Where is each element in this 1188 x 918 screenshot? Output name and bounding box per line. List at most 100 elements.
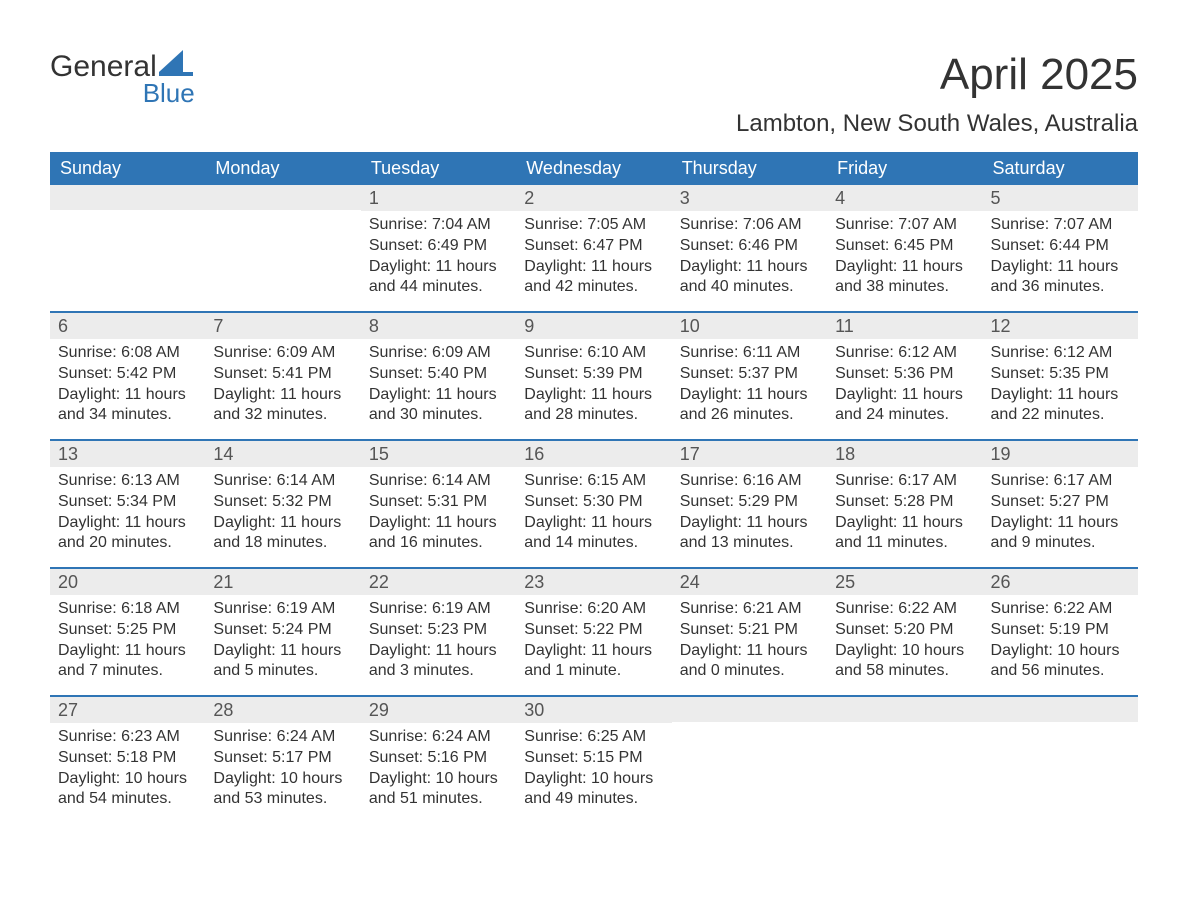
day-number: 15 [361,441,516,467]
day-line: Sunrise: 6:09 AM [369,343,508,364]
day-line: Sunrise: 6:24 AM [213,727,352,748]
day-line: Sunset: 6:47 PM [524,236,663,257]
day-line: Sunset: 5:31 PM [369,492,508,513]
day-line: Sunset: 5:15 PM [524,748,663,769]
calendar-day: 10Sunrise: 6:11 AMSunset: 5:37 PMDayligh… [672,313,827,439]
day-line: Sunset: 5:35 PM [991,364,1130,385]
day-number [205,185,360,210]
day-line: Sunset: 5:32 PM [213,492,352,513]
day-number: 23 [516,569,671,595]
day-line: Sunrise: 7:07 AM [835,215,974,236]
column-header: Wednesday [516,152,671,185]
day-content: Sunrise: 7:07 AMSunset: 6:44 PMDaylight:… [983,211,1138,298]
day-line: Sunrise: 6:20 AM [524,599,663,620]
day-line: Daylight: 11 hours and 3 minutes. [369,641,508,683]
calendar-day: 25Sunrise: 6:22 AMSunset: 5:20 PMDayligh… [827,569,982,695]
day-line: Sunrise: 7:07 AM [991,215,1130,236]
day-line: Sunset: 5:28 PM [835,492,974,513]
day-line: Daylight: 11 hours and 28 minutes. [524,385,663,427]
day-line: Sunrise: 7:06 AM [680,215,819,236]
day-line: Sunset: 5:20 PM [835,620,974,641]
day-number: 30 [516,697,671,723]
day-line: Sunset: 5:30 PM [524,492,663,513]
day-line: Sunrise: 6:15 AM [524,471,663,492]
day-content: Sunrise: 7:06 AMSunset: 6:46 PMDaylight:… [672,211,827,298]
calendar-day: 20Sunrise: 6:18 AMSunset: 5:25 PMDayligh… [50,569,205,695]
day-line: Daylight: 11 hours and 24 minutes. [835,385,974,427]
day-line: Sunset: 5:36 PM [835,364,974,385]
day-line: Daylight: 11 hours and 40 minutes. [680,257,819,299]
day-line: Sunrise: 6:08 AM [58,343,197,364]
day-line: Daylight: 10 hours and 54 minutes. [58,769,197,811]
calendar-day: 11Sunrise: 6:12 AMSunset: 5:36 PMDayligh… [827,313,982,439]
day-line: Sunrise: 6:17 AM [835,471,974,492]
day-line: Sunset: 5:37 PM [680,364,819,385]
calendar-week: 27Sunrise: 6:23 AMSunset: 5:18 PMDayligh… [50,695,1138,823]
calendar-day: 28Sunrise: 6:24 AMSunset: 5:17 PMDayligh… [205,697,360,823]
day-line: Daylight: 11 hours and 14 minutes. [524,513,663,555]
day-line: Sunset: 5:25 PM [58,620,197,641]
calendar-day: 17Sunrise: 6:16 AMSunset: 5:29 PMDayligh… [672,441,827,567]
calendar-day: 9Sunrise: 6:10 AMSunset: 5:39 PMDaylight… [516,313,671,439]
day-number: 22 [361,569,516,595]
day-content [983,722,1138,726]
calendar-day: 23Sunrise: 6:20 AMSunset: 5:22 PMDayligh… [516,569,671,695]
day-content: Sunrise: 6:22 AMSunset: 5:19 PMDaylight:… [983,595,1138,682]
day-number [672,697,827,722]
calendar-day [50,185,205,311]
day-number: 2 [516,185,671,211]
day-content: Sunrise: 6:09 AMSunset: 5:40 PMDaylight:… [361,339,516,426]
calendar-day: 30Sunrise: 6:25 AMSunset: 5:15 PMDayligh… [516,697,671,823]
day-content: Sunrise: 6:19 AMSunset: 5:24 PMDaylight:… [205,595,360,682]
day-number: 9 [516,313,671,339]
day-number: 20 [50,569,205,595]
day-line: Sunset: 6:45 PM [835,236,974,257]
page-title: April 2025 [736,50,1138,100]
header: General Blue April 2025 Lambton, New Sou… [50,50,1138,148]
calendar-day: 12 Sunrise: 6:12 AMSunset: 5:35 PMDayligh… [983,313,1138,439]
day-number: 29 [361,697,516,723]
day-number [50,185,205,210]
calendar-header-row: SundayMondayTuesdayWednesdayThursdayFrid… [50,152,1138,185]
day-line: Sunset: 5:39 PM [524,364,663,385]
day-content: Sunrise: 6:21 AMSunset: 5:21 PMDaylight:… [672,595,827,682]
day-line: Daylight: 10 hours and 51 minutes. [369,769,508,811]
calendar-day: 6Sunrise: 6:08 AMSunset: 5:42 PMDaylight… [50,313,205,439]
day-number: 12 [983,313,1138,339]
day-content: Sunrise: 6:23 AMSunset: 5:18 PMDaylight:… [50,723,205,810]
day-line: Daylight: 11 hours and 0 minutes. [680,641,819,683]
calendar-day: 15Sunrise: 6:14 AMSunset: 5:31 PMDayligh… [361,441,516,567]
day-line: Daylight: 11 hours and 34 minutes. [58,385,197,427]
day-line: Sunrise: 6:21 AM [680,599,819,620]
day-line: Daylight: 10 hours and 58 minutes. [835,641,974,683]
calendar: SundayMondayTuesdayWednesdayThursdayFrid… [50,152,1138,823]
day-content: Sunrise: 7:07 AMSunset: 6:45 PMDaylight:… [827,211,982,298]
logo: General Blue [50,50,193,84]
column-header: Thursday [672,152,827,185]
day-content [50,210,205,214]
day-line: Daylight: 11 hours and 11 minutes. [835,513,974,555]
day-content: Sunrise: 6:14 AMSunset: 5:32 PMDaylight:… [205,467,360,554]
day-number: 17 [672,441,827,467]
title-block: April 2025 Lambton, New South Wales, Aus… [736,50,1138,148]
calendar-body: 1Sunrise: 7:04 AMSunset: 6:49 PMDaylight… [50,185,1138,823]
day-number: 4 [827,185,982,211]
day-line: Sunrise: 6:16 AM [680,471,819,492]
day-content [205,210,360,214]
day-content: Sunrise: 6:22 AMSunset: 5:20 PMDaylight:… [827,595,982,682]
day-content: Sunrise: 6:24 AMSunset: 5:17 PMDaylight:… [205,723,360,810]
day-line: Daylight: 11 hours and 13 minutes. [680,513,819,555]
day-content: Sunrise: 6:11 AMSunset: 5:37 PMDaylight:… [672,339,827,426]
calendar-day: 13Sunrise: 6:13 AMSunset: 5:34 PMDayligh… [50,441,205,567]
day-line: Sunrise: 6:24 AM [369,727,508,748]
day-number: 8 [361,313,516,339]
calendar-week: 13Sunrise: 6:13 AMSunset: 5:34 PMDayligh… [50,439,1138,567]
day-line: Sunrise: 6:12 AM [991,343,1130,364]
day-number: 7 [205,313,360,339]
logo-text-general: General [50,50,157,84]
day-line: Sunrise: 6:19 AM [369,599,508,620]
day-line: Sunrise: 7:04 AM [369,215,508,236]
calendar-day: 2Sunrise: 7:05 AMSunset: 6:47 PMDaylight… [516,185,671,311]
day-line: Daylight: 11 hours and 22 minutes. [991,385,1130,427]
column-header: Monday [205,152,360,185]
